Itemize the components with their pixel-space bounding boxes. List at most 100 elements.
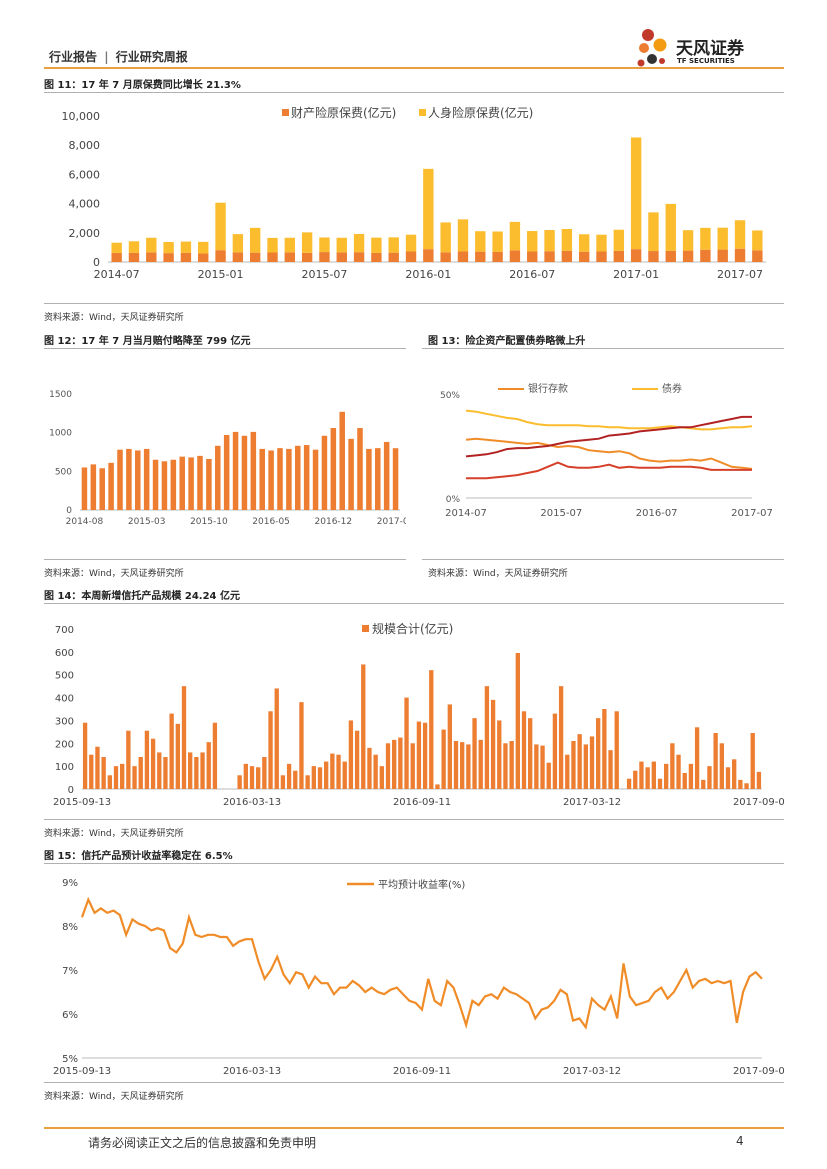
fig14-source: 资料来源：Wind，天风证券研究所 [44,829,184,839]
fig12-bar [206,458,212,510]
fig14-bar [206,742,211,789]
fig11-y-tick: 0 [93,256,100,269]
fig11-bar-life [509,221,521,251]
fig14-bar [589,736,595,789]
fig11-bar-life [596,234,607,252]
fig11-bar-life [527,231,538,252]
fig15-line [80,896,763,1030]
fig12-bar [108,462,114,510]
fig14-bar [466,744,471,789]
fig11-bar-property [734,248,746,262]
fig12-bar [259,448,265,510]
fig14-bar [175,723,180,789]
fig14-bar [268,711,273,789]
fig11-bar-property [544,251,555,262]
fig14-bar [95,746,100,789]
fig11-bar-property [440,252,451,262]
fig14-bar [299,702,304,789]
fig14-bar [144,730,150,789]
fig14-bar [416,721,422,789]
fig11-bar-life [700,227,711,250]
fig15-x-tick: 2015-09-13 [53,1066,111,1077]
fig13-y-tick: 0% [446,495,461,505]
fig11-x-tick: 2016-01 [405,268,451,281]
fig14-bar [719,743,724,789]
fig14-bar [639,761,644,789]
fig11-bar-property [284,252,296,262]
fig11-bar-property [717,249,728,262]
fig11-bar-property [423,249,434,262]
fig11-bar-property [319,252,330,262]
header-section: 行业报告 [49,50,98,64]
fig14-bar [324,761,329,789]
fig15-legend-label: 平均预计收益率(%) [378,878,465,891]
fig14-bar [385,743,391,789]
fig11-bar-property [371,252,382,262]
fig11-bar-property [146,252,157,262]
fig11-bar-property [267,252,278,262]
fig14-bar [558,686,564,789]
fig11-bar-property [111,252,122,262]
fig14-bar [651,761,656,789]
fig14-bar [157,752,162,789]
fig11-y-tick: 6,000 [69,168,101,181]
fig14-bar [472,718,477,789]
fig11-bar-life [111,242,122,253]
fig14-bar [732,759,737,789]
fig11-bar-property [405,251,417,262]
fig12-y-tick: 1500 [49,390,72,400]
fig14-legend-swatch [362,625,369,632]
fig11-y-tick: 10,000 [62,110,101,123]
fig11-bar-property [215,250,226,262]
fig14-bar [497,720,502,789]
fig14-y-tick: 200 [55,739,74,750]
fig14-bar [515,653,520,789]
fig14-y-tick: 500 [55,671,74,682]
fig12-bar [232,431,239,510]
fig14-bar [132,766,137,789]
fig14-bar [379,766,384,789]
fig11-bar-life [717,227,728,250]
fig14-bar [688,763,694,789]
fig14-bar [361,664,366,789]
fig11-bar-property [163,253,174,262]
header-separator: | [104,50,109,64]
fig15-x-tick: 2017-09-09 [733,1066,784,1077]
fig14-x-tick: 2017-03-12 [563,797,621,808]
fig14-bar [626,778,632,789]
fig14-bar [664,763,669,789]
fig12-y-tick: 1000 [49,429,72,439]
footer-rule [44,1127,784,1129]
fig14-bar [194,757,199,789]
fig11-bar-property [752,250,763,262]
fig14-bar [509,741,514,789]
fig12-x-tick: 2016-05 [252,517,290,527]
fig11-legend-label: 财产险原保费(亿元) [291,105,396,120]
fig14-bar [503,743,508,789]
fig11-bar-life [319,237,330,253]
fig14-bar [645,767,650,789]
fig12-x-tick: 2016-12 [315,517,353,527]
fig11-bar-property [128,252,140,262]
fig12-bar [277,448,283,510]
fig12-bar [268,450,274,510]
fig14-bar [243,763,248,789]
fig12-bar [126,448,132,510]
fig14-bar [552,713,558,789]
fig11-legend-label: 人身险原保费(亿元) [428,105,533,120]
logo-flower-icon [637,29,667,67]
fig11-bar-life [163,241,174,254]
fig11-bar-life [682,230,694,251]
fig14-bar [330,753,335,789]
fig14-x-tick: 2016-09-11 [393,797,451,808]
logo-cn: 天风证券 [676,39,744,59]
fig11-bar-property [249,252,261,262]
fig11-bar-life [249,227,261,253]
fig11-bar-life [180,241,192,253]
fig11-y-tick: 2,000 [69,227,101,240]
fig14-bar [293,770,298,789]
fig11-x-tick: 2016-07 [509,268,555,281]
fig11-bar-life [578,234,590,252]
fig14-bar [441,729,446,789]
fig14-bar [540,745,545,789]
